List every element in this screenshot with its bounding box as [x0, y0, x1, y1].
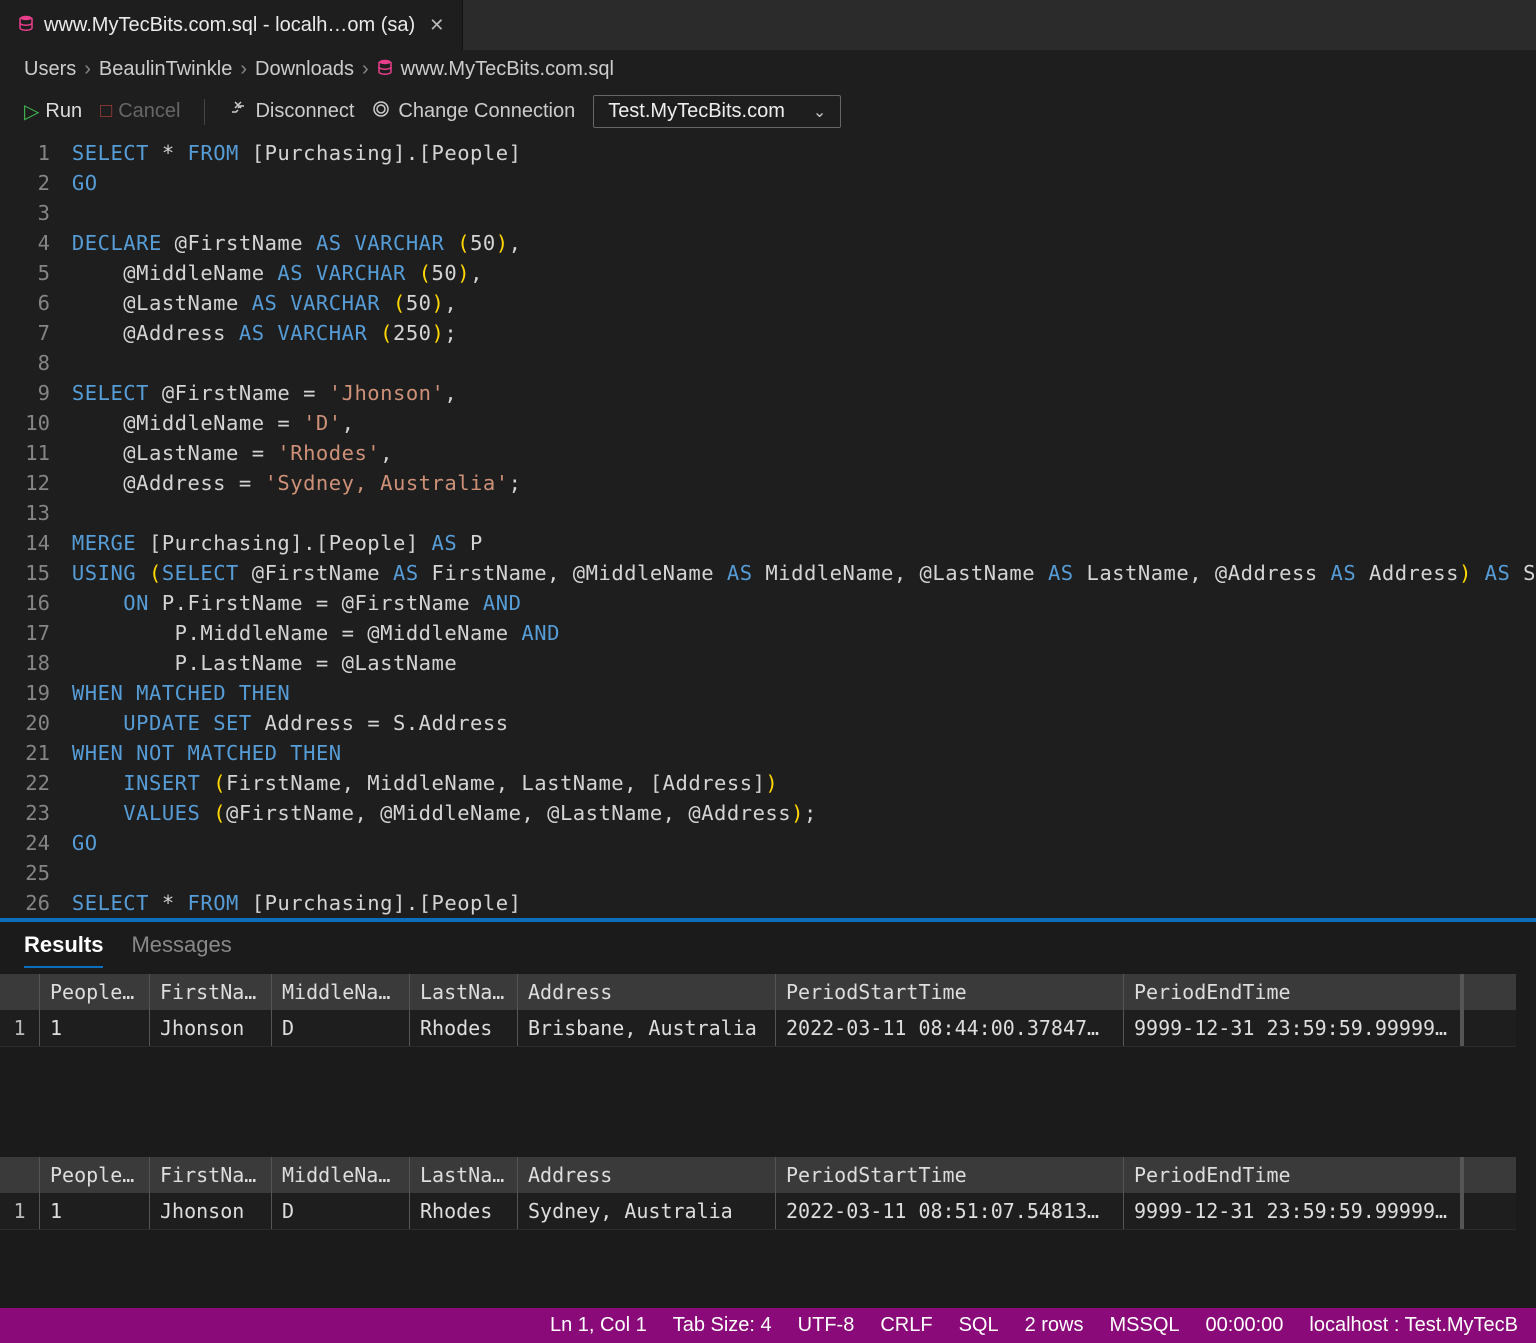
tab-messages[interactable]: Messages — [131, 932, 231, 968]
status-cursor-position[interactable]: Ln 1, Col 1 — [550, 1314, 647, 1337]
chevron-down-icon: ⌄ — [813, 102, 826, 122]
tab-bar: www.MyTecBits.com.sql - localh…om (sa) ✕ — [0, 0, 1536, 50]
column-header[interactable]: PeopleID — [40, 974, 150, 1010]
status-encoding[interactable]: UTF-8 — [798, 1314, 855, 1337]
tab-results[interactable]: Results — [24, 932, 103, 968]
table-cell[interactable]: D — [272, 1010, 410, 1046]
run-button[interactable]: ▷ Run — [24, 99, 82, 124]
result-grid[interactable]: PeopleIDFirstNameMiddleNameLastNameAddre… — [0, 974, 1516, 1047]
code-content[interactable]: SELECT * FROM [Purchasing].[People]GO DE… — [72, 138, 1536, 918]
column-header[interactable]: FirstName — [150, 974, 272, 1010]
column-header[interactable]: PeriodStartTime — [776, 1157, 1124, 1193]
result-grid[interactable]: PeopleIDFirstNameMiddleNameLastNameAddre… — [0, 1157, 1516, 1230]
breadcrumb-item[interactable]: BeaulinTwinkle — [99, 58, 232, 81]
table-cell[interactable]: 1 — [40, 1193, 150, 1229]
table-cell[interactable]: Brisbane, Australia — [518, 1010, 776, 1046]
table-cell[interactable]: 2022-03-11 08:44:00.37847… — [776, 1010, 1124, 1046]
change-connection-button[interactable]: Change Connection — [372, 100, 575, 124]
results-grids: PeopleIDFirstNameMiddleNameLastNameAddre… — [0, 968, 1536, 1230]
chevron-right-icon: › — [362, 58, 369, 81]
breadcrumb-item[interactable]: Users — [24, 58, 76, 81]
run-label: Run — [45, 100, 82, 123]
table-row[interactable]: 11JhonsonDRhodesSydney, Australia2022-03… — [0, 1193, 1516, 1230]
status-connection[interactable]: localhost : Test.MyTecB — [1309, 1314, 1518, 1337]
column-header[interactable]: FirstName — [150, 1157, 272, 1193]
breadcrumb-item[interactable]: www.MyTecBits.com.sql — [401, 58, 614, 81]
column-header[interactable]: MiddleName — [272, 1157, 410, 1193]
stop-icon: □ — [100, 100, 112, 123]
play-icon: ▷ — [24, 99, 39, 124]
tab-bar-empty — [463, 0, 1536, 50]
table-cell[interactable]: Rhodes — [410, 1193, 518, 1229]
table-cell[interactable]: 2022-03-11 08:51:07.54813… — [776, 1193, 1124, 1229]
change-connection-icon — [372, 100, 390, 124]
table-cell[interactable]: 9999-12-31 23:59:59.99999… — [1124, 1193, 1464, 1229]
column-header[interactable]: Address — [518, 1157, 776, 1193]
database-selector[interactable]: Test.MyTecBits.com ⌄ — [593, 95, 841, 128]
database-icon — [18, 15, 34, 36]
table-cell[interactable]: 1 — [40, 1010, 150, 1046]
table-cell[interactable]: Jhonson — [150, 1010, 272, 1046]
disconnect-button[interactable]: Disconnect — [229, 100, 354, 124]
column-header[interactable]: LastName — [410, 974, 518, 1010]
status-server-type: MSSQL — [1110, 1314, 1180, 1337]
status-tab-size[interactable]: Tab Size: 4 — [673, 1314, 772, 1337]
column-header[interactable]: PeriodEndTime — [1124, 1157, 1464, 1193]
chevron-right-icon: › — [240, 58, 247, 81]
table-cell[interactable]: 9999-12-31 23:59:59.99999… — [1124, 1010, 1464, 1046]
change-connection-label: Change Connection — [398, 100, 575, 123]
table-row[interactable]: 11JhonsonDRhodesBrisbane, Australia2022-… — [0, 1010, 1516, 1047]
results-panel: Results Messages PeopleIDFirstNameMiddle… — [0, 922, 1536, 1308]
chevron-right-icon: › — [84, 58, 91, 81]
disconnect-icon — [229, 100, 247, 124]
database-selector-value: Test.MyTecBits.com — [608, 100, 785, 123]
breadcrumb-item[interactable]: Downloads — [255, 58, 354, 81]
query-toolbar: ▷ Run □ Cancel Disconnect Change Connect… — [0, 89, 1536, 138]
tab-title: www.MyTecBits.com.sql - localh…om (sa) — [44, 14, 415, 37]
cancel-button[interactable]: □ Cancel — [100, 100, 180, 123]
status-row-count: 2 rows — [1025, 1314, 1084, 1337]
column-header[interactable]: PeriodStartTime — [776, 974, 1124, 1010]
column-header[interactable]: MiddleName — [272, 974, 410, 1010]
column-header[interactable]: PeriodEndTime — [1124, 974, 1464, 1010]
code-editor[interactable]: 1234567891011121314151617181920212223242… — [0, 138, 1536, 918]
table-cell[interactable]: D — [272, 1193, 410, 1229]
database-icon — [377, 59, 393, 80]
status-elapsed: 00:00:00 — [1206, 1314, 1284, 1337]
editor-tab[interactable]: www.MyTecBits.com.sql - localh…om (sa) ✕ — [0, 0, 463, 50]
status-eol[interactable]: CRLF — [880, 1314, 932, 1337]
column-header[interactable]: PeopleID — [40, 1157, 150, 1193]
table-cell[interactable]: Sydney, Australia — [518, 1193, 776, 1229]
close-icon[interactable]: ✕ — [429, 15, 444, 36]
toolbar-separator — [204, 99, 205, 125]
column-header[interactable]: Address — [518, 974, 776, 1010]
disconnect-label: Disconnect — [255, 100, 354, 123]
table-cell[interactable]: Rhodes — [410, 1010, 518, 1046]
results-tabs: Results Messages — [0, 922, 1536, 968]
breadcrumb: Users › BeaulinTwinkle › Downloads › www… — [0, 50, 1536, 89]
status-bar: Ln 1, Col 1 Tab Size: 4 UTF-8 CRLF SQL 2… — [0, 1308, 1536, 1343]
status-language[interactable]: SQL — [959, 1314, 999, 1337]
column-header[interactable]: LastName — [410, 1157, 518, 1193]
line-number-gutter: 1234567891011121314151617181920212223242… — [0, 138, 72, 918]
cancel-label: Cancel — [118, 100, 180, 123]
table-cell[interactable]: Jhonson — [150, 1193, 272, 1229]
